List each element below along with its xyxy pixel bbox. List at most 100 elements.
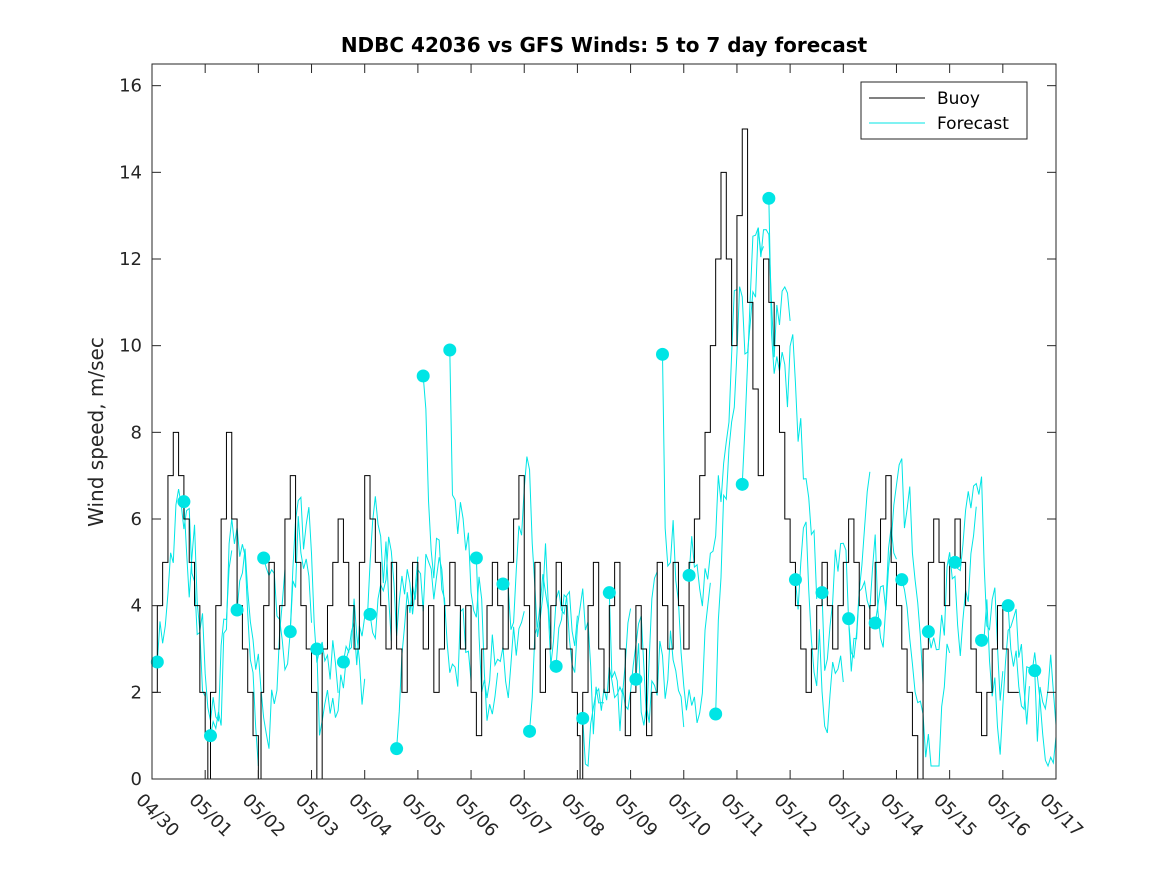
x-tick-label: 05/02 [238,790,290,842]
forecast-marker [602,586,616,600]
y-tick-label: 12 [119,249,142,270]
x-tick-label: 05/16 [982,790,1034,842]
x-tick-label: 05/01 [185,790,237,842]
legend-label-forecast: Forecast [937,114,1009,134]
forecast-line [263,516,313,672]
legend-label-buoy: Buoy [937,89,980,109]
forecast-line [422,375,472,687]
x-tick-label: 05/06 [451,790,503,842]
forecast-marker [788,573,802,587]
forecast-marker [336,655,350,669]
forecast-marker [629,672,643,686]
forecast-marker [283,625,297,639]
forecast-marker [762,191,776,205]
forecast-marker [682,568,696,582]
forecast-marker [921,625,935,639]
forecast-marker [496,577,510,591]
x-tick-label: 05/08 [557,790,609,842]
forecast-line [369,536,419,641]
y-tick-label: 0 [131,769,142,790]
forecast-line [901,579,951,767]
y-tick-label: 8 [131,422,142,443]
forecast-line [475,557,525,699]
forecast-marker [150,655,164,669]
forecast-line [981,599,1030,755]
x-tick-label: 04/30 [131,790,183,842]
x-tick-label: 05/12 [770,790,822,842]
forecast-marker [895,573,909,587]
forecast-marker [257,551,271,565]
x-tick-label: 05/15 [929,790,981,842]
y-tick-label: 10 [119,336,142,357]
forecast-line [396,553,445,749]
forecast-line [502,456,552,639]
forecast-line [316,598,366,736]
x-tick-label: 05/10 [663,790,715,842]
x-tick-label: 05/04 [344,790,396,842]
legend-box [860,81,1028,140]
forecast-line [927,506,977,656]
forecast-marker [576,711,590,725]
forecast-line [741,227,791,485]
forecast-marker [868,616,882,630]
forecast-line [794,521,844,734]
forecast-marker [549,659,563,673]
y-tick-label: 16 [119,76,142,97]
forecast-series [156,198,1057,768]
forecast-marker [523,724,537,738]
x-tick-label: 05/05 [397,790,449,842]
forecast-line [289,495,339,693]
forecast-marker [469,551,483,565]
forecast-line [848,527,897,672]
y-axis-label: Wind speed, m/sec [84,337,108,527]
forecast-line [954,476,1004,701]
y-tick-label: 6 [131,509,142,530]
forecast-line [874,458,924,685]
forecast-line [608,571,658,732]
forecast-marker [1001,599,1015,613]
forecast-marker [443,343,457,357]
x-tick-label: 05/17 [1035,790,1087,842]
x-tick-label: 05/03 [291,790,343,842]
forecast-line [555,588,605,735]
forecast-line [210,518,259,767]
y-axis-ticks: 0 2 4 6 8 10 12 14 16 [119,76,1056,790]
x-tick-label: 05/09 [610,790,662,842]
forecast-line [183,501,233,722]
buoy-series [152,128,1019,780]
x-tick-label: 05/11 [716,790,768,842]
chart-title: NDBC 42036 vs GFS Winds: 5 to 7 day fore… [341,33,868,57]
y-tick-label: 14 [119,162,142,183]
x-tick-label: 05/07 [504,790,556,842]
y-tick-label: 4 [131,596,142,617]
forecast-marker [310,642,324,656]
forecast-line [821,471,871,671]
forecast-marker [842,612,856,626]
forecast-line [449,349,499,721]
forecast-line [236,548,286,749]
forecast-marker [709,707,723,721]
forecast-marker [815,586,829,600]
forecast-line [715,227,764,715]
forecast-line [635,630,685,728]
forecast-marker [230,603,244,617]
forecast-marker [735,477,749,491]
forecast-marker [177,495,191,509]
buoy-line [152,128,1019,780]
forecast-marker [390,742,404,756]
x-tick-label: 05/14 [876,790,928,842]
y-tick-label: 2 [131,682,142,703]
forecast-line [768,198,818,599]
forecast-markers [150,191,1042,756]
forecast-line [688,289,738,607]
forecast-marker [948,555,962,569]
forecast-line [529,574,578,732]
x-tick-label: 05/13 [823,790,875,842]
forecast-marker [363,607,377,621]
axes-box [151,63,1057,780]
forecast-marker [655,347,669,361]
forecast-marker [1028,664,1042,678]
forecast-line [1034,654,1057,742]
legend: Buoy Forecast [860,81,1028,140]
